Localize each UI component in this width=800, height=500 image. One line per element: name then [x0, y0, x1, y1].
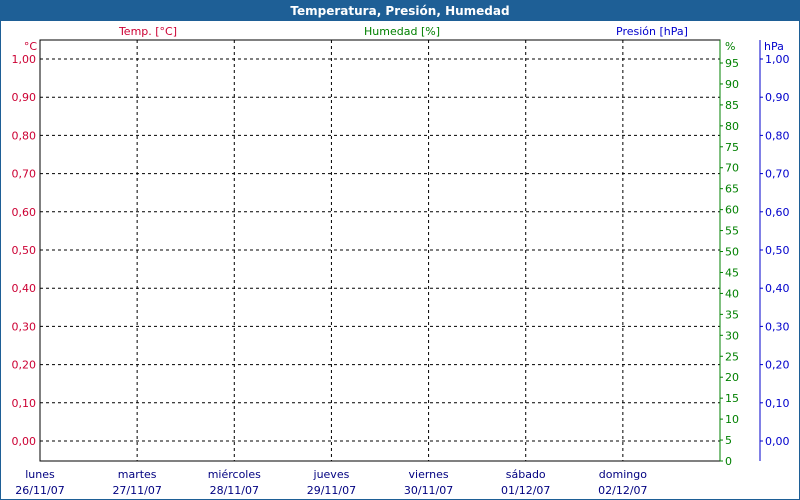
- x-tick-day: domingo: [599, 468, 647, 481]
- pressure-tick-label: 0,10: [765, 397, 790, 410]
- humidity-tick-label: 65: [725, 183, 739, 196]
- temperature-axis-label: Temp. [°C]: [118, 25, 177, 38]
- humidity-tick-label: 70: [725, 162, 739, 175]
- pressure-tick-label: 0,30: [765, 320, 790, 333]
- humidity-tick-label: 55: [725, 225, 739, 238]
- x-tick-day: sábado: [506, 468, 546, 481]
- humidity-tick-label: 25: [725, 350, 739, 363]
- x-tick-day: jueves: [313, 468, 350, 481]
- pressure-unit: hPa: [764, 40, 784, 53]
- temperature-tick-label: 0,00: [12, 435, 37, 448]
- x-tick-date: 29/11/07: [307, 484, 356, 497]
- humidity-tick-label: 35: [725, 308, 739, 321]
- humidity-tick-label: 5: [725, 434, 732, 447]
- humidity-tick-label: 95: [725, 57, 739, 70]
- humidity-tick-label: 15: [725, 392, 739, 405]
- pressure-tick-label: 0,40: [765, 282, 790, 295]
- humidity-tick-label: 30: [725, 329, 739, 342]
- x-tick-day: miércoles: [208, 468, 261, 481]
- window-title: Temperatura, Presión, Humedad: [1, 1, 799, 21]
- humidity-tick-label: 90: [725, 78, 739, 91]
- x-tick-date: 26/11/07: [15, 484, 64, 497]
- pressure-tick-label: 0,50: [765, 244, 790, 257]
- x-tick-day: lunes: [25, 468, 55, 481]
- x-tick-date: 28/11/07: [210, 484, 259, 497]
- humidity-tick-label: 40: [725, 287, 739, 300]
- humidity-tick-label: 0: [725, 455, 732, 468]
- humidity-tick-label: 85: [725, 99, 739, 112]
- temperature-tick-label: 0,50: [12, 244, 37, 257]
- pressure-tick-label: 0,60: [765, 206, 790, 219]
- humidity-tick-label: 75: [725, 141, 739, 154]
- x-tick-date: 30/11/07: [404, 484, 453, 497]
- temperature-tick-label: 1,00: [12, 53, 37, 66]
- humidity-unit: %: [725, 40, 735, 53]
- temperature-tick-label: 0,30: [12, 320, 37, 333]
- temperature-tick-label: 0,60: [12, 206, 37, 219]
- temperature-tick-label: 0,70: [12, 168, 37, 181]
- temperature-unit: °C: [24, 40, 38, 53]
- humidity-tick-label: 50: [725, 246, 739, 259]
- x-tick-date: 01/12/07: [501, 484, 550, 497]
- x-tick-day: viernes: [409, 468, 449, 481]
- humidity-tick-label: 10: [725, 413, 739, 426]
- x-tick-day: martes: [118, 468, 157, 481]
- temperature-tick-label: 0,20: [12, 359, 37, 372]
- x-tick-date: 02/12/07: [598, 484, 647, 497]
- humidity-tick-label: 80: [725, 120, 739, 133]
- temperature-tick-label: 0,10: [12, 397, 37, 410]
- pressure-tick-label: 0,00: [765, 435, 790, 448]
- x-tick-date: 27/11/07: [112, 484, 161, 497]
- humidity-tick-label: 60: [725, 204, 739, 217]
- temperature-tick-label: 0,80: [12, 129, 37, 142]
- pressure-axis-label: Presión [hPa]: [616, 25, 688, 38]
- pressure-tick-label: 1,00: [765, 53, 790, 66]
- pressure-tick-label: 0,20: [765, 359, 790, 372]
- humidity-tick-label: 20: [725, 371, 739, 384]
- humidity-tick-label: 45: [725, 266, 739, 279]
- humidity-axis-label: Humedad [%]: [364, 25, 440, 38]
- pressure-tick-label: 0,90: [765, 91, 790, 104]
- pressure-tick-label: 0,70: [765, 168, 790, 181]
- pressure-tick-label: 0,80: [765, 129, 790, 142]
- temperature-tick-label: 0,40: [12, 282, 37, 295]
- temperature-tick-label: 0,90: [12, 91, 37, 104]
